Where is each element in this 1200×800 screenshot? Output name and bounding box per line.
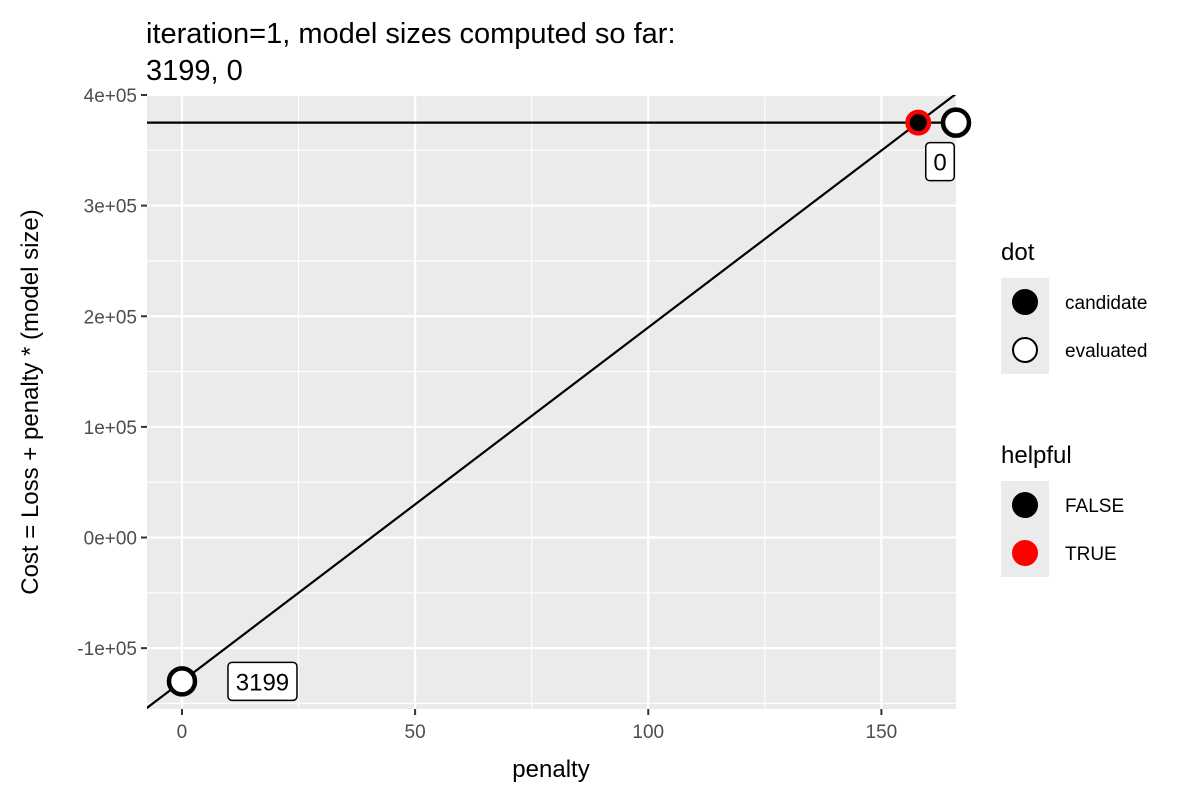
point-evaluated: [166, 666, 198, 697]
point-label-box: [227, 661, 298, 702]
grid-minor: [147, 95, 956, 709]
y-axis-title: Cost = Loss + penalty * (model size): [17, 209, 44, 595]
legend-label: candidate: [1065, 293, 1147, 314]
cost-line: [147, 95, 956, 709]
point-evaluated: [940, 107, 972, 138]
point-label-text: 3199: [236, 669, 289, 696]
legend-key-swatch: [1012, 337, 1038, 363]
grid-major: [147, 93, 956, 709]
legend-title: dot: [1001, 239, 1035, 266]
y-tick-label: 4e+05: [84, 86, 137, 107]
x-tick-label: 100: [632, 722, 664, 743]
legend-label: TRUE: [1065, 544, 1117, 565]
y-tick-label: 3e+05: [84, 197, 137, 218]
point-label-text: 0: [933, 150, 946, 177]
data-points: [166, 107, 972, 697]
chart-title: iteration=1, model sizes computed so far…: [146, 18, 676, 50]
legend-key-swatch: [1012, 492, 1038, 518]
point-labels: 3199 0: [227, 141, 955, 702]
y-tick-label: 0e+00: [84, 529, 137, 550]
legend-label: FALSE: [1065, 496, 1124, 517]
y-tick-label: -1e+05: [77, 639, 137, 660]
point-label-box: [925, 141, 955, 182]
y-tick-label: 2e+05: [84, 307, 137, 328]
x-axis-title: penalty: [512, 756, 589, 783]
legend-label: evaluated: [1065, 341, 1147, 362]
cost-lines: [147, 95, 956, 709]
x-tick-label: 50: [405, 722, 426, 743]
point-candidate-core: [909, 114, 927, 132]
x-tick-label: 150: [866, 722, 898, 743]
legend-title: helpful: [1001, 442, 1072, 469]
y-axis-ticks: -1e+05 0e+00 1e+05 2e+05 3e+05 4e+05: [77, 86, 147, 660]
y-tick-label: 1e+05: [84, 418, 137, 439]
x-axis-ticks: 0 50 100 150: [177, 709, 898, 743]
legend-key-swatch: [1012, 540, 1038, 566]
chart-subtitle: 3199, 0: [146, 55, 243, 87]
x-tick-label: 0: [177, 722, 188, 743]
legends: dot candidate evaluated helpful FALSE TRUE: [1001, 239, 1147, 577]
legend-key-swatch: [1012, 289, 1038, 315]
